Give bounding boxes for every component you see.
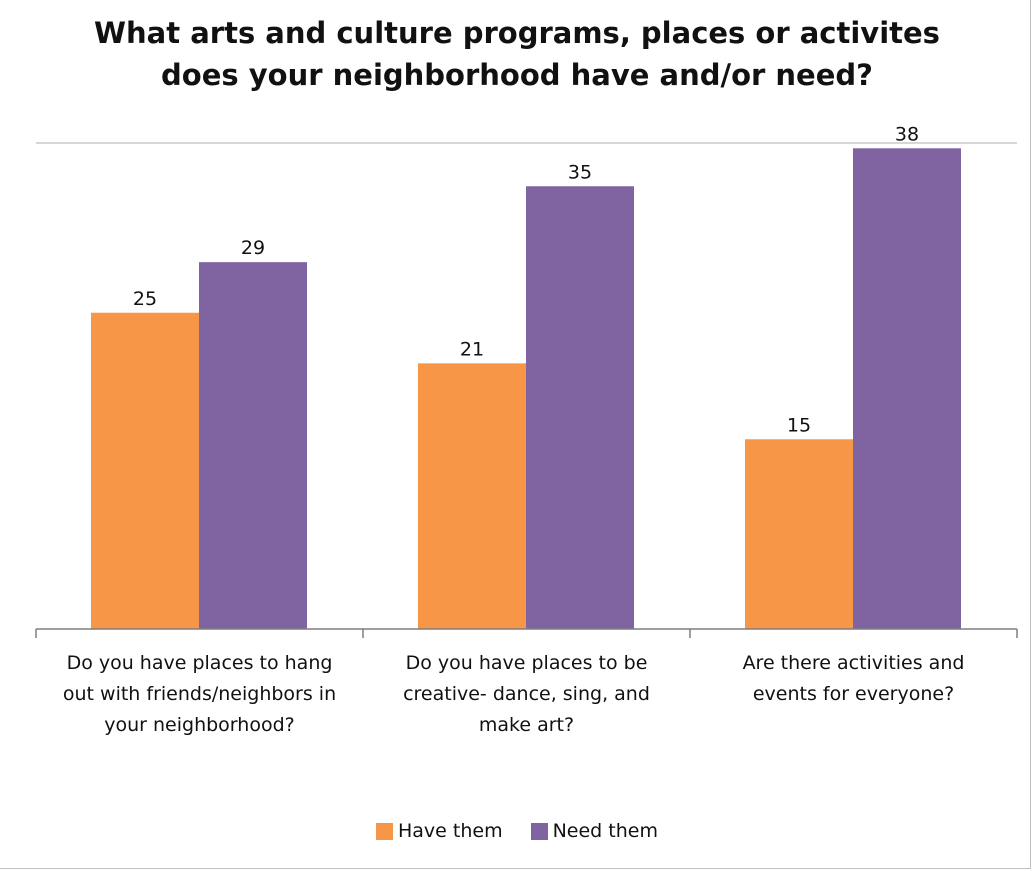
data-label-have-1: 21 [460,338,484,360]
category-label-1-line-2: make art? [478,714,575,736]
bar-need-0 [199,262,307,629]
chart-title-line-1: What arts and culture programs, places o… [94,16,940,50]
legend-label: Need them [552,820,658,842]
chart-title: What arts and culture programs, places o… [0,12,1034,96]
category-label-0-line-1: out with friends/neighbors in [62,683,337,705]
bar-have-0 [91,312,199,629]
legend-swatch [530,822,548,840]
bar-have-1 [418,363,526,629]
category-label-2: Are there activities and events for every… [694,648,1014,710]
category-label-1-line-0: Do you have places to be [405,652,648,674]
data-label-need-0: 29 [241,237,265,259]
category-label-0: Do you have places to hang out with frien… [40,648,360,741]
bar-have-2 [745,439,853,629]
category-label-2-line-0: Are there activities and [742,652,965,674]
category-label-0-line-2: your neighborhood? [104,714,295,736]
legend-item-need-them: Need them [530,820,658,842]
legend-label: Have them [398,820,503,842]
chart-legend: Have them Need them [0,820,1034,842]
chart-title-line-2: does your neighborhood have and/or need? [161,58,873,92]
category-label-1-line-1: creative- dance, sing, and [403,683,650,705]
category-label-1: Do you have places to be creative- dance,… [367,648,687,741]
category-label-0-line-0: Do you have places to hang [66,652,333,674]
data-label-need-1: 35 [568,161,592,183]
legend-swatch [376,822,393,840]
data-label-have-2: 15 [787,414,811,436]
data-label-have-0: 25 [133,288,157,310]
bar-need-2 [853,148,961,630]
legend-item-have-them: Have them [376,820,503,842]
category-label-2-line-1: events for everyone? [752,683,955,705]
data-label-need-2: 38 [895,123,919,145]
bar-need-1 [526,186,634,629]
